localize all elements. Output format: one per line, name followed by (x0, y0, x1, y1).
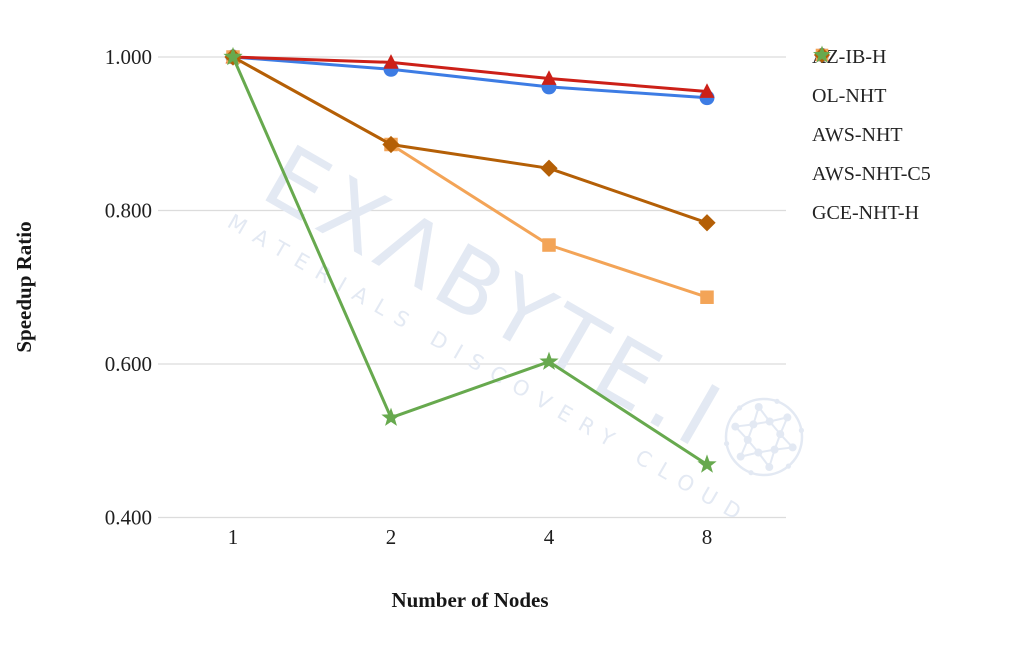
legend-label: OL-NHT (812, 84, 887, 107)
x-tick-label: 4 (544, 525, 555, 549)
legend-marker-star-icon (813, 45, 831, 63)
series-line-AZ-IB-H (231, 55, 709, 100)
legend-item-OL-NHT: OL-NHT (812, 47, 931, 108)
legend: AZ-IB-H OL-NHT AWS-NHT AWS-NHT-C5 GCE-NHT-H (812, 45, 931, 225)
legend-item-AWS-NHT: AWS-NHT (812, 48, 931, 147)
legend-label: AZ-IB-H (812, 45, 887, 68)
series-line-AWS-NHT-C5 (231, 55, 709, 225)
x-tick-label: 8 (702, 525, 713, 549)
y-tick-label: 0.400 (105, 506, 152, 530)
series-marker-AWS-NHT-C5-8 (698, 214, 716, 232)
y-tick-label: 1.000 (105, 45, 152, 69)
y-tick-label: 0.800 (105, 199, 152, 223)
series-marker-AWS-NHT-4 (542, 238, 556, 252)
series-marker-OL-NHT-4 (541, 70, 557, 85)
legend-item-AWS-NHT-C5: AWS-NHT-C5 (812, 46, 931, 186)
y-axis-title: Speedup Ratio (12, 221, 36, 352)
series-marker-OL-NHT-2 (383, 54, 399, 69)
series-marker-GCE-NHT-H-4 (539, 351, 559, 370)
x-axis-title: Number of Nodes (391, 588, 548, 612)
series-marker-GCE-NHT-H-8 (697, 454, 717, 473)
series-marker-GCE-NHT-H-1 (223, 46, 243, 66)
legend-label: GCE-NHT-H (812, 201, 920, 224)
x-tick-label: 1 (228, 525, 239, 549)
series-line-GCE-NHT-H (231, 55, 709, 466)
series-marker-AWS-NHT-C5-4 (540, 159, 558, 177)
legend-label: AWS-NHT-C5 (812, 162, 931, 185)
series-marker-AWS-NHT-8 (700, 290, 714, 304)
legend-label: AWS-NHT (812, 123, 903, 146)
legend-item-GCE-NHT-H: GCE-NHT-H (812, 45, 931, 225)
watermark-brand-text: EXΛBYTE.I (248, 125, 743, 470)
watermark-molecule-ball-logo (723, 397, 805, 477)
y-tick-label: 0.600 (105, 352, 152, 376)
series-marker-OL-NHT-8 (699, 83, 715, 98)
series-line-OL-NHT (231, 55, 709, 93)
series-marker-AWS-NHT-C5-2 (382, 135, 400, 154)
legend-marker-shape-GCE-NHT-H (813, 45, 831, 63)
x-tick-label: 2 (386, 525, 397, 549)
series-marker-GCE-NHT-H-2 (381, 407, 401, 426)
